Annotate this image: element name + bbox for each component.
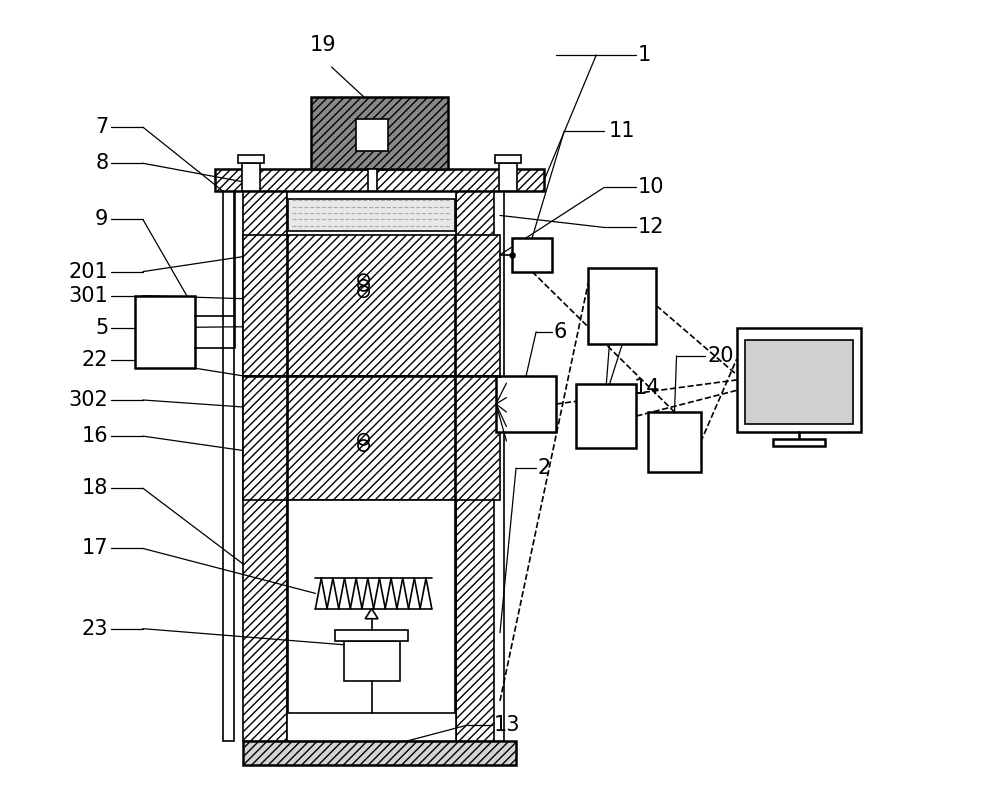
Text: 7: 7 xyxy=(95,117,108,137)
Bar xyxy=(215,169,544,191)
Text: 22: 22 xyxy=(82,350,108,370)
Text: 12: 12 xyxy=(638,217,665,238)
Text: 13: 13 xyxy=(494,715,520,735)
Text: 201: 201 xyxy=(69,262,108,282)
Text: 14: 14 xyxy=(634,378,661,398)
Text: 18: 18 xyxy=(82,478,108,499)
Bar xyxy=(496,376,556,432)
Text: 10: 10 xyxy=(638,177,665,197)
Text: 6: 6 xyxy=(554,322,567,342)
Bar xyxy=(242,163,260,191)
Text: 302: 302 xyxy=(69,390,108,410)
Bar xyxy=(288,376,455,500)
Text: 23: 23 xyxy=(82,619,108,638)
Bar xyxy=(512,238,552,271)
Bar xyxy=(495,155,521,163)
Bar xyxy=(238,155,264,163)
Bar xyxy=(288,235,455,376)
Text: 2: 2 xyxy=(538,458,551,478)
Bar xyxy=(243,376,287,500)
Text: 19: 19 xyxy=(310,35,337,55)
Bar xyxy=(773,440,825,446)
Bar xyxy=(135,296,195,368)
Bar xyxy=(745,340,853,424)
Bar xyxy=(588,267,656,344)
Bar xyxy=(456,376,500,500)
Bar xyxy=(494,191,504,741)
Bar xyxy=(288,500,455,713)
Bar xyxy=(356,119,388,151)
Text: 9: 9 xyxy=(95,209,108,229)
Bar xyxy=(223,191,234,741)
Bar xyxy=(243,191,287,741)
Bar xyxy=(456,191,500,741)
Bar xyxy=(737,328,861,432)
Bar xyxy=(344,641,400,681)
Text: 5: 5 xyxy=(95,318,108,338)
Bar xyxy=(243,741,516,765)
Bar xyxy=(335,630,408,641)
Bar xyxy=(648,412,701,472)
Text: 17: 17 xyxy=(82,538,108,558)
Bar xyxy=(311,97,448,169)
Bar xyxy=(499,163,517,191)
Polygon shape xyxy=(365,608,378,619)
Bar xyxy=(243,235,287,376)
Bar xyxy=(456,235,500,376)
Text: 11: 11 xyxy=(608,121,635,141)
Text: 20: 20 xyxy=(707,346,734,366)
Text: 1: 1 xyxy=(638,45,651,65)
Text: 4: 4 xyxy=(638,297,651,318)
Text: 16: 16 xyxy=(82,426,108,446)
Bar xyxy=(288,200,455,231)
Bar xyxy=(287,191,456,741)
Bar xyxy=(368,169,377,191)
Text: 301: 301 xyxy=(69,286,108,305)
Text: 8: 8 xyxy=(95,154,108,173)
Bar xyxy=(576,384,636,448)
